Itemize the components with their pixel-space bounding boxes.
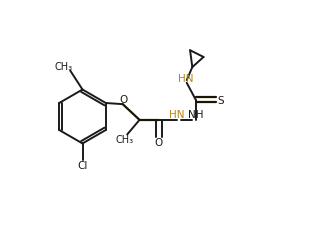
Text: O: O — [155, 137, 163, 147]
Text: HN: HN — [169, 110, 184, 120]
Text: HN: HN — [178, 74, 193, 83]
Text: NH: NH — [188, 110, 203, 120]
Text: CH₃: CH₃ — [116, 135, 134, 145]
Text: CH₃: CH₃ — [55, 62, 73, 72]
Text: S: S — [217, 95, 224, 105]
Text: Cl: Cl — [77, 160, 88, 171]
Text: O: O — [119, 95, 128, 105]
